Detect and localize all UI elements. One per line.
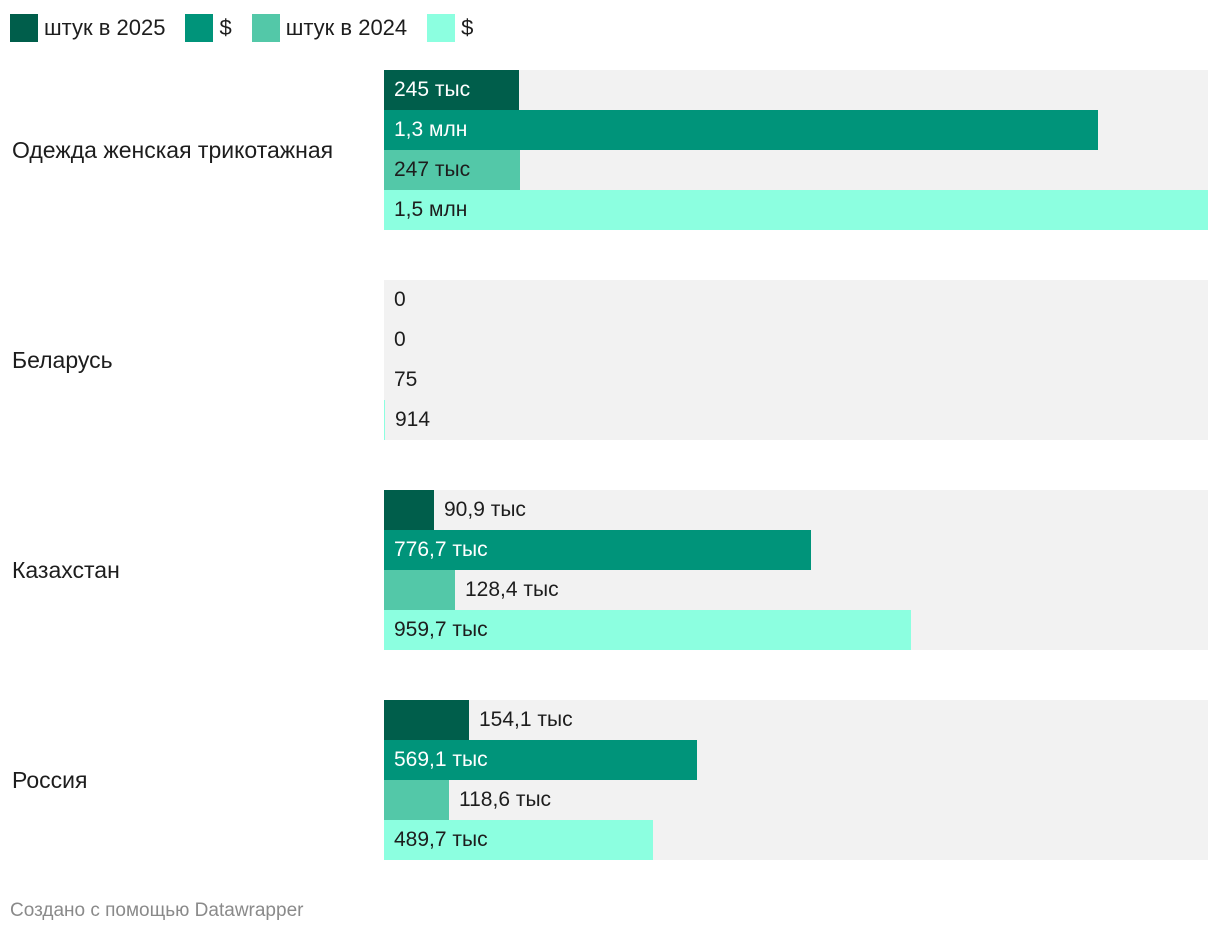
legend-item: штук в 2025 xyxy=(10,13,165,43)
bar-value-label: 914 xyxy=(395,408,431,431)
category-label: Казахстан xyxy=(12,556,120,583)
legend-swatch xyxy=(10,14,38,42)
legend-item: $ xyxy=(427,13,473,43)
bar-value-label: 1,3 млн xyxy=(394,118,468,141)
bar-value-label: 0 xyxy=(394,288,406,311)
bar-value-label: 90,9 тыс xyxy=(444,498,526,521)
bar-group: Беларусь 0 0 75 914 xyxy=(0,280,1220,440)
bar xyxy=(384,400,385,440)
bar-value-label: 959,7 тыс xyxy=(394,618,488,641)
category-label: Россия xyxy=(12,766,88,793)
bar xyxy=(384,740,697,780)
bar xyxy=(384,530,811,570)
legend-swatch xyxy=(251,14,280,42)
legend-label: штук в 2024 xyxy=(285,15,408,40)
legend-label: $ xyxy=(219,15,232,40)
bar-value-label: 247 тыс xyxy=(394,158,471,181)
bar xyxy=(384,700,469,740)
bar-group: Казахстан 90,9 тыс 776,7 тыс 128,4 тыс 959,7… xyxy=(0,490,1220,650)
bar-group: Одежда женская трикотажная 245 тыс 1,3 млн… xyxy=(0,70,1220,230)
bar xyxy=(384,70,519,110)
bar xyxy=(384,820,653,860)
legend-swatch xyxy=(185,14,214,42)
bar-value-label: 154,1 тыс xyxy=(479,708,573,731)
bar-value-label: 75 xyxy=(394,368,418,391)
category-label: Одежда женская трикотажная xyxy=(12,136,334,163)
bar-value-label: 569,1 тыс xyxy=(394,748,488,771)
bar-value-label: 776,7 тыс xyxy=(394,538,488,561)
bar-value-label: 0 xyxy=(394,328,406,351)
bar-value-label: 489,7 тыс xyxy=(394,828,488,851)
category-label: Беларусь xyxy=(12,346,113,373)
legend-item: $ xyxy=(185,13,232,43)
legend-item: штук в 2024 xyxy=(251,13,408,43)
bar-group: Россия 154,1 тыс 569,1 тыс 118,6 тыс 489,7 т… xyxy=(0,700,1220,860)
bar xyxy=(384,570,455,610)
legend-swatch xyxy=(427,14,456,42)
bar-value-label: 128,4 тыс xyxy=(465,578,559,601)
bar-track xyxy=(384,280,1208,440)
bar-value-label: 118,6 тыс xyxy=(459,788,552,811)
legend-label: штук в 2025 xyxy=(44,15,166,40)
bar xyxy=(384,110,1098,150)
bar xyxy=(384,150,520,190)
bar xyxy=(384,610,911,650)
chart-legend: штук в 2025 $ штук в 2024 $ xyxy=(10,13,493,43)
bar xyxy=(384,780,449,820)
bar xyxy=(384,190,1208,230)
bar xyxy=(384,490,434,530)
footer-credit: Создано с помощью Datawrapper xyxy=(10,900,304,921)
bar-value-label: 245 тыс xyxy=(394,78,471,101)
bar-value-label: 1,5 млн xyxy=(394,198,468,221)
legend-label: $ xyxy=(461,15,474,40)
